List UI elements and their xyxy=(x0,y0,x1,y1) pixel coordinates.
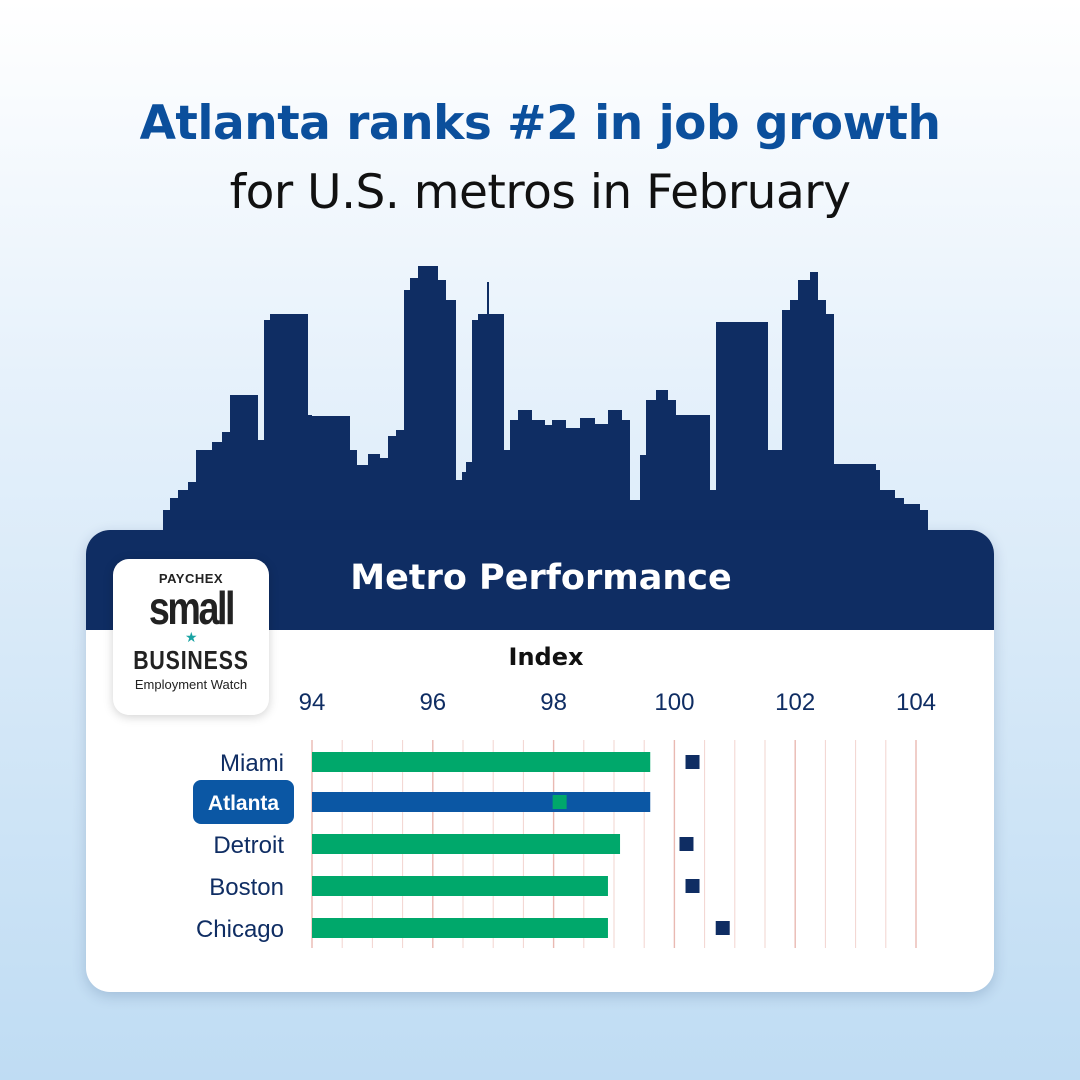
bar-detroit xyxy=(312,834,621,854)
x-tick-label: 100 xyxy=(654,689,694,716)
city-skyline-illustration xyxy=(163,266,928,550)
x-tick-label: 104 xyxy=(896,689,936,716)
paychex-logo: PAYCHEX small ★ BUSINESS Employment Watc… xyxy=(113,559,269,715)
category-label: Atlanta xyxy=(208,792,279,815)
x-tick-label: 96 xyxy=(419,689,446,716)
card-title: Metro Performance xyxy=(350,558,732,598)
category-label: Boston xyxy=(209,874,284,901)
point-boston xyxy=(685,879,700,893)
x-tick-label: 94 xyxy=(299,689,326,716)
star-icon: ★ xyxy=(185,629,198,645)
bar-boston xyxy=(312,876,608,896)
logo-business-text: BUSINESS xyxy=(133,645,249,675)
x-tick-label: 102 xyxy=(775,689,815,716)
bar-atlanta xyxy=(312,792,651,812)
headline: Atlanta ranks #2 in job growth xyxy=(139,96,941,151)
bar-marker-atlanta xyxy=(552,795,567,809)
x-tick-label: 98 xyxy=(540,689,567,716)
logo-employment-watch-text: Employment Watch xyxy=(134,677,248,692)
x-axis-title: Index xyxy=(509,643,584,671)
point-detroit xyxy=(679,837,694,851)
category-label: Chicago xyxy=(196,916,284,943)
logo-small-text: small xyxy=(148,582,236,634)
category-label: Detroit xyxy=(213,832,284,859)
point-chicago xyxy=(715,921,730,935)
highlight-label-pill xyxy=(193,780,294,824)
bar-chicago xyxy=(312,918,608,938)
card-header: Metro Performance xyxy=(86,530,994,630)
bar-miami xyxy=(312,752,651,772)
category-label: Miami xyxy=(220,750,284,777)
point-miami xyxy=(685,755,700,769)
subheadline: for U.S. metros in February xyxy=(229,165,851,220)
logo-brand-text: PAYCHEX xyxy=(158,571,224,586)
